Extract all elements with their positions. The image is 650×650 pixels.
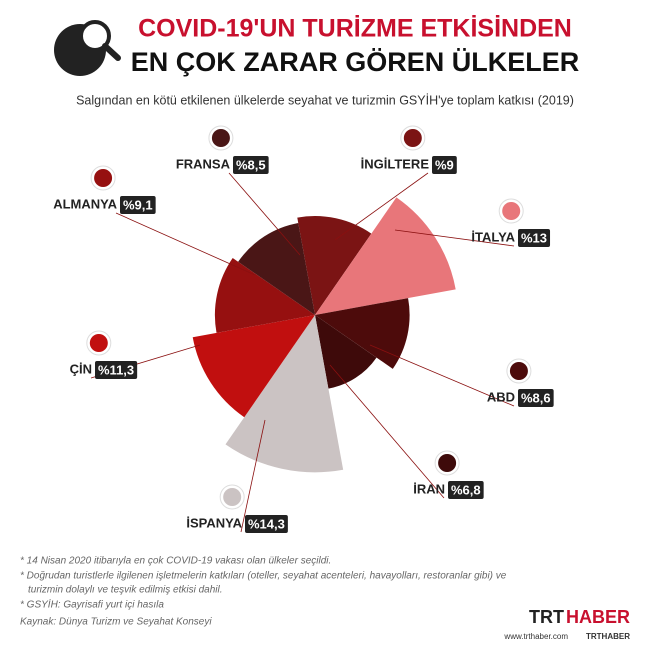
value-label: %14,3 (248, 516, 285, 531)
value-box (120, 196, 156, 214)
country-label: İTALYA (471, 229, 515, 244)
flag-icon (211, 129, 230, 147)
country-label: ALMANYA (53, 196, 117, 211)
rose-wedge (297, 216, 372, 315)
footnote: turizmin dolaylı ve teşvik edilmiş etkis… (28, 585, 223, 596)
country-label: ÇİN (70, 361, 92, 376)
brand-right: HABER (566, 607, 630, 627)
footnote: * 14 Nisan 2020 itibarıyla en çok COVID-… (20, 556, 331, 567)
rose-chart: İNGİLTERE %9 İTALYA %13 ABD %8,6 İRAN %6,8 İSPAN… (53, 125, 554, 533)
title-line: COVID-19'UN TURİZME ETKİSİNDEN (138, 15, 572, 43)
title-line: EN ÇOK ZARAR GÖREN ÜLKELER (131, 47, 580, 77)
leader-line (329, 364, 445, 499)
flag-icon (509, 362, 528, 380)
flag-icon (502, 202, 521, 220)
leader-line (240, 419, 266, 533)
brand-url: www.trthaber.com (503, 632, 568, 641)
footnote: * GSYİH: Gayrisafi yurt içi hasıla (20, 599, 164, 611)
country-label: İSPANYA (186, 515, 242, 530)
rose-wedge (192, 315, 315, 418)
source: Kaynak: Dünya Turizm ve Seyahat Konseyi (20, 617, 212, 628)
country-label: İNGİLTERE (361, 156, 430, 171)
leader-line (228, 172, 301, 256)
flag-icon (223, 488, 242, 506)
value-label: %9 (435, 157, 454, 172)
value-box (518, 229, 551, 247)
value-box (448, 481, 484, 499)
value-label: %6,8 (451, 482, 481, 497)
leader-line (369, 344, 515, 407)
footnote: * Doğrudan turistlerle ilgilenen işletme… (20, 571, 507, 582)
value-label: %8,6 (521, 390, 551, 405)
rose-wedge (214, 258, 315, 333)
value-label: %11,3 (98, 362, 134, 377)
brand-left: TRT (529, 607, 564, 627)
value-box (518, 389, 554, 407)
value-label: %9,1 (123, 197, 153, 212)
rose-wedge (315, 197, 456, 315)
country-label: ABD (487, 389, 515, 404)
rose-wedge (238, 223, 315, 315)
rose-wedge (315, 315, 377, 389)
flag-icon (403, 129, 422, 147)
flag-icon (438, 454, 457, 472)
value-box (233, 156, 269, 174)
country-label: İRAN (413, 481, 445, 496)
value-box (432, 156, 457, 174)
country-label: FRANSA (176, 156, 231, 171)
value-box (245, 515, 288, 533)
flag-icon (89, 334, 108, 352)
subtitle: Salgından en kötü etkilenen ülkelerde se… (76, 93, 574, 107)
brand-handle: TRTHABER (586, 632, 630, 641)
value-label: %13 (521, 230, 547, 245)
rose-wedge (225, 315, 344, 473)
value-box (95, 361, 138, 379)
leader-line (334, 172, 429, 241)
globe-icon (54, 20, 121, 76)
leader-line (115, 212, 256, 276)
leader-line (394, 229, 515, 247)
value-label: %8,5 (236, 157, 266, 172)
rose-wedge (315, 298, 410, 369)
flag-icon (94, 169, 113, 187)
